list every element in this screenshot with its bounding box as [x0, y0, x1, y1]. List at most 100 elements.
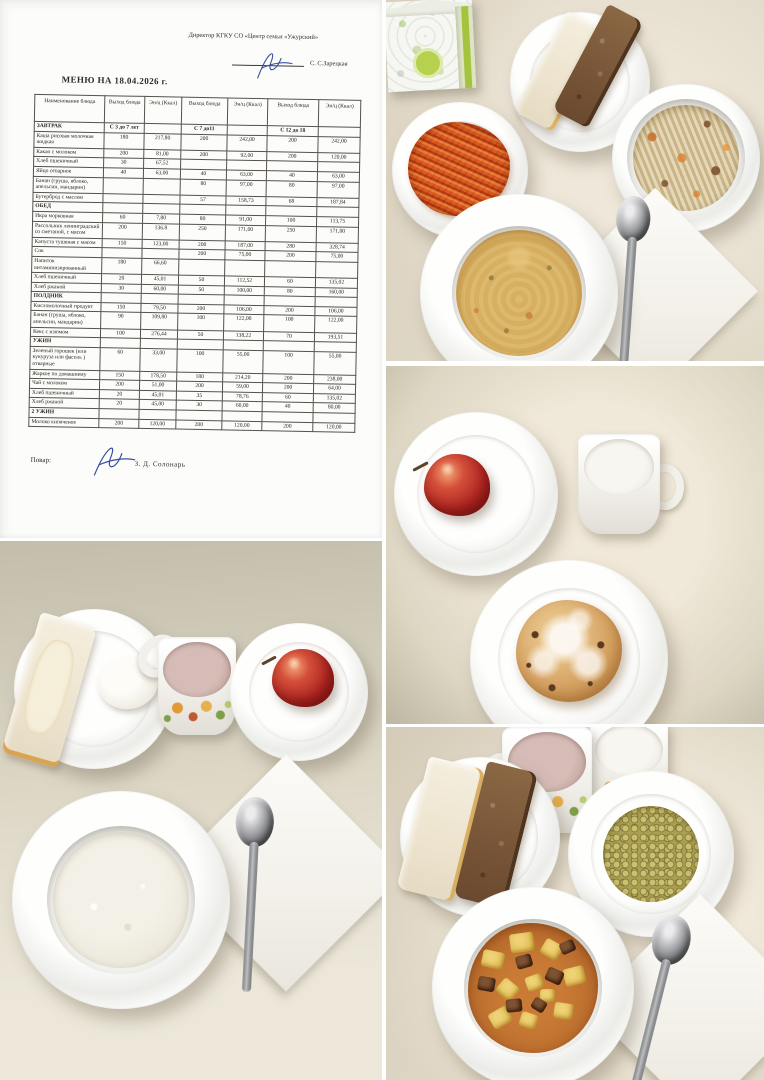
menu-cell: [224, 259, 265, 277]
menu-cell: [143, 177, 181, 195]
apple-plate: [394, 412, 558, 576]
meat-chunk: [477, 975, 497, 993]
dish-name: Рассольник ленинградский со сметаной, с …: [32, 220, 103, 239]
menu-cell: 171,00: [225, 224, 266, 242]
meat-chunk: [505, 998, 523, 1014]
menu-cell: 55,00: [313, 351, 357, 375]
menu-table-body: ЗАВТРАК С 3 до 7 лет С 7 до11 С 12 до 18 Каш…: [28, 121, 361, 433]
menu-cell: 80: [266, 180, 318, 198]
menu-col-header: Выход блюда: [181, 97, 228, 125]
menu-title: МЕНЮ НА 18.04.2026 г.: [61, 74, 168, 87]
document-footer: Повар: З. Д. Солонарь: [30, 446, 331, 501]
menu-cell: 180: [101, 257, 142, 275]
menu-cell: 120,00: [312, 422, 355, 433]
dish-name: Банан (груша, яблоко, апельсин, мандарин…: [33, 175, 104, 194]
menu-cell: 100: [176, 348, 224, 373]
menu-cell: 120,00: [221, 420, 262, 431]
mug-body: [578, 434, 660, 534]
menu-cell: 200: [175, 419, 222, 431]
muffin-plate: [470, 560, 668, 724]
menu-cell: 122,00: [223, 314, 264, 332]
cook-name: З. Д. Солонарь: [134, 459, 186, 469]
green-peas: [602, 805, 700, 903]
menu-table-wrap: Наименование блюда Выход блюда Эн/ц (Ккал)…: [28, 94, 361, 433]
menu-cell: 109,80: [140, 312, 178, 330]
menu-cell: [103, 177, 144, 195]
milk-rice-porridge: [53, 832, 189, 968]
photo-dinner: [386, 727, 764, 1080]
apple: [272, 649, 334, 707]
menu-cell: 171,00: [316, 226, 359, 244]
dish-name: Молоко кипяченое: [28, 416, 99, 428]
apple: [424, 454, 490, 516]
menu-cell: 200: [266, 135, 319, 153]
menu-cell: 250: [179, 223, 226, 241]
potato-chunk: [509, 931, 536, 954]
raisin-muffin: [516, 600, 622, 702]
approval-block: Директор КГКУ СО «Центр семьи «Ужурский»…: [188, 31, 375, 79]
menu-col-header: Выход блюда: [104, 95, 145, 124]
dish-name: Банан (груша, яблоко, апельсин, мандарин…: [30, 310, 101, 329]
menu-col-header: Эн/ц (Ккал): [227, 97, 268, 126]
apple-plate: [230, 623, 368, 761]
menu-cell: 97,00: [317, 181, 360, 199]
juice-box: [386, 0, 477, 93]
dish-name: Напиток витаминизированный: [31, 256, 102, 274]
menu-cell: 90: [100, 312, 141, 330]
menu-cell: 136.8: [142, 222, 180, 240]
menu-cell: 100: [263, 315, 315, 333]
menu-cell: 250: [265, 225, 317, 243]
menu-cell: 122,00: [314, 316, 357, 334]
cocoa-mug: [129, 626, 236, 735]
cook-signature-icon: [93, 447, 136, 476]
meat-chunk: [514, 953, 534, 971]
dish-name: Каша рисовая молочная жидкая: [33, 130, 105, 149]
milk: [595, 727, 663, 777]
director-name: С. С.Зарецкая: [309, 59, 348, 68]
menu-cell: 242,00: [317, 136, 361, 154]
menu-cell: 60: [99, 347, 141, 372]
menu-document-page: Директор КГКУ СО «Центр семьи «Ужурский»…: [0, 0, 382, 538]
menu-col-header: Выход блюда: [267, 98, 319, 127]
rassolnik-soup: [455, 229, 583, 357]
spoon-bowl: [234, 796, 276, 849]
menu-cell: 33,00: [139, 348, 178, 372]
menu-cell: 100: [262, 350, 315, 375]
menu-col-header: Эн/ц (Ккал): [318, 99, 361, 128]
menu-table: Наименование блюда Выход блюда Эн/ц (Ккал)…: [28, 94, 361, 433]
dish-name: Зеленый горошек (или кукуруза или фасоль…: [29, 346, 101, 371]
potato-chunk: [480, 949, 506, 971]
spoon-handle: [618, 236, 637, 361]
bread-egg-plate: [1, 609, 174, 769]
menu-cell: 180: [103, 132, 145, 150]
menu-cell: 200: [102, 222, 143, 240]
potato-meat-stew: [468, 923, 598, 1053]
menu-cell: 120,00: [138, 418, 176, 430]
menu-cell: 217,80: [143, 133, 182, 150]
cocoa-drink: [163, 641, 231, 697]
menu-cell: 55,00: [222, 349, 264, 374]
menu-cell: 100: [177, 313, 224, 331]
menu-cell: [178, 258, 225, 277]
carrot-salad-plate: [392, 102, 528, 238]
milk: [583, 439, 655, 495]
menu-cell: 200: [180, 133, 228, 151]
meat-chunk: [558, 938, 578, 956]
menu-cell: 66,60: [141, 258, 179, 276]
menu-cell: 200: [261, 421, 313, 432]
photo-lunch: [386, 0, 764, 361]
signer-row: С. С.Зарецкая: [188, 52, 374, 79]
menu-cell: 242,00: [226, 134, 268, 152]
photo-snack: [386, 366, 764, 724]
approval-line: Директор КГКУ СО «Центр семьи «Ужурский»: [188, 31, 319, 42]
menu-cell: [315, 261, 358, 279]
menu-cell: 200: [98, 418, 139, 429]
photo-breakfast: [0, 541, 382, 1080]
milk-mug: [578, 434, 684, 534]
cook-label: Повар:: [30, 455, 52, 465]
menu-cell: 80: [180, 178, 227, 196]
menu-col-header: Наименование блюда: [34, 94, 105, 123]
porridge-plate: [12, 791, 230, 1009]
mug-floral-band: [158, 693, 236, 730]
